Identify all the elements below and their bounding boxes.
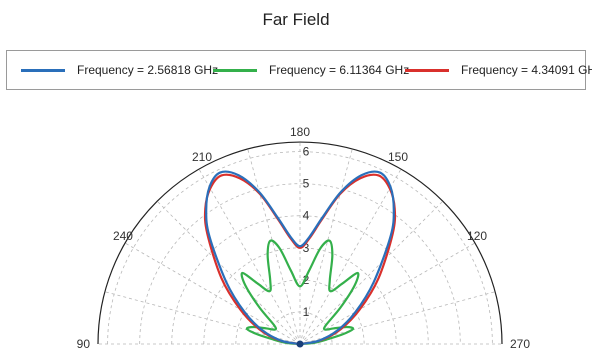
legend-item-series-0: Frequency = 2.56818 GHz xyxy=(21,51,218,89)
grid-circle xyxy=(171,215,429,345)
grid-spoke xyxy=(299,200,444,345)
grid-spoke xyxy=(299,148,353,345)
legend-item-series-2: Frequency = 4.34091 GHz xyxy=(405,51,592,89)
legend-swatch-series-2 xyxy=(405,68,449,72)
radial-tick-label: 3 xyxy=(303,241,310,255)
legend-item-series-1: Frequency = 6.11364 GHz xyxy=(213,51,409,89)
angle-tick-label: 240 xyxy=(113,229,133,243)
legend-swatch-series-1 xyxy=(213,68,257,72)
legend-label-series-2: Frequency = 4.34091 GHz xyxy=(461,63,592,77)
angle-tick-label: 180 xyxy=(290,125,310,139)
grid-spoke xyxy=(299,291,496,345)
grid-spoke xyxy=(104,291,301,345)
grid-circle xyxy=(139,183,461,345)
chart-title: Far Field xyxy=(262,10,330,29)
radial-tick-label: 5 xyxy=(303,177,310,191)
polar-outer-boundary xyxy=(97,141,503,345)
series-line-1 xyxy=(240,239,360,346)
grid-spoke xyxy=(198,168,301,345)
angle-tick-label: 270 xyxy=(510,337,530,351)
grid-spoke xyxy=(299,242,476,345)
angle-tick-label: 90 xyxy=(77,337,91,351)
series-line-2 xyxy=(203,173,397,346)
legend: Frequency = 2.56818 GHz Frequency = 6.11… xyxy=(6,50,592,90)
grid-spoke xyxy=(247,148,301,345)
angle-tick-label: 150 xyxy=(388,150,408,164)
grid-spoke xyxy=(124,242,301,345)
radial-tick-label: 1 xyxy=(303,305,310,319)
radial-tick-label: 2 xyxy=(303,273,310,287)
series-line-0 xyxy=(205,170,395,346)
legend-label-series-0: Frequency = 2.56818 GHz xyxy=(77,63,219,77)
radial-tick-label: 4 xyxy=(303,209,310,223)
angle-tick-label: 120 xyxy=(467,229,487,243)
legend-swatch-series-0 xyxy=(21,68,65,72)
origin-marker xyxy=(296,340,304,348)
legend-label-series-1: Frequency = 6.11364 GHz xyxy=(269,63,410,77)
angle-tick-label: 210 xyxy=(192,150,212,164)
grid-spoke xyxy=(299,168,402,345)
grid-spoke xyxy=(156,200,301,345)
radial-tick-label: 6 xyxy=(303,145,310,159)
